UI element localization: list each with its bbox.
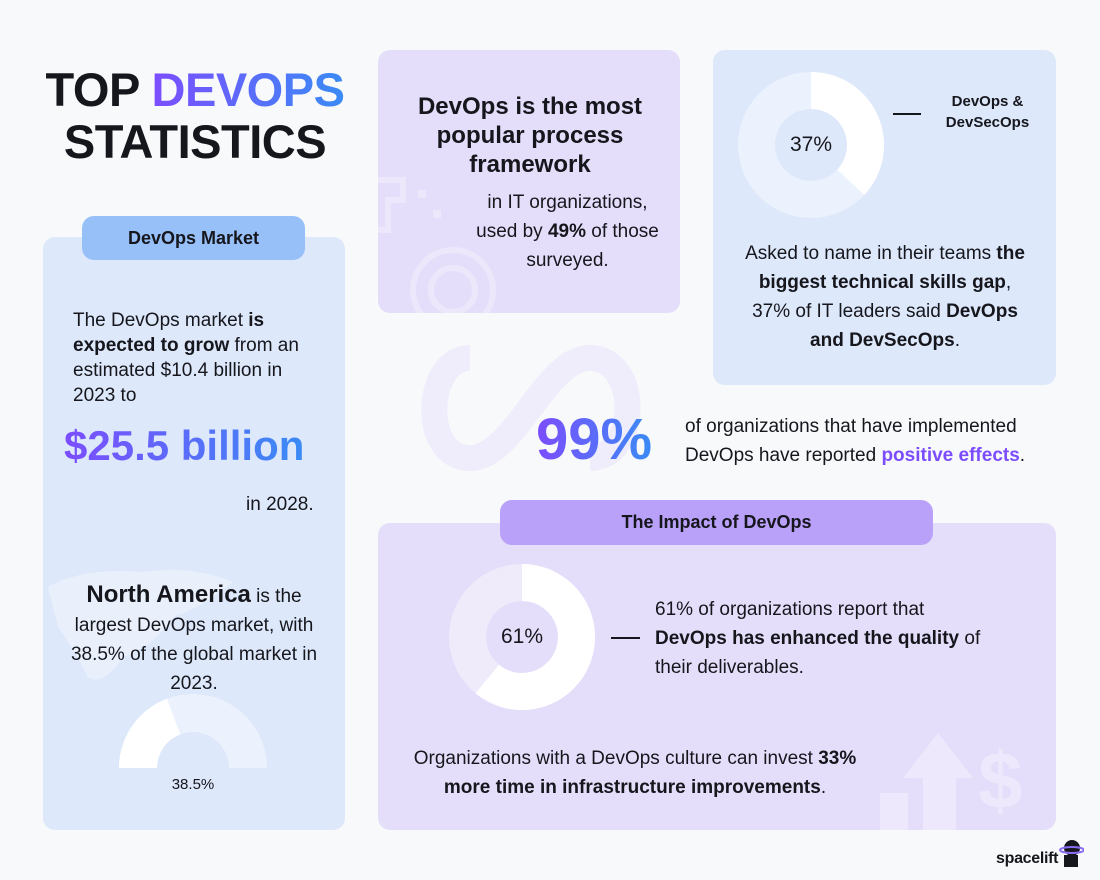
framework-heading: DevOps is the most popular process frame… bbox=[417, 93, 643, 178]
title-top: TOP bbox=[45, 63, 140, 116]
text-bold: DevOps and DevSecOps bbox=[810, 301, 1018, 351]
framework-text: in IT organizations, used by 49% of thos… bbox=[470, 188, 665, 275]
market-big-value: $25.5 billion bbox=[64, 422, 305, 469]
text: . bbox=[1019, 445, 1026, 466]
donut-segment bbox=[475, 564, 595, 710]
text: The DevOps market bbox=[73, 310, 249, 331]
legend-line bbox=[893, 113, 921, 115]
north-america-text: North America is the largest DevOps mark… bbox=[60, 580, 328, 698]
text: Organizations with a DevOps culture can … bbox=[413, 748, 819, 769]
market-growth-text: The DevOps market is expected to grow fr… bbox=[73, 308, 323, 408]
skills-text: Asked to name in their teams the biggest… bbox=[740, 239, 1030, 355]
impact-pill: The Impact of DevOps bbox=[500, 500, 933, 545]
impact-legend-line bbox=[611, 637, 640, 639]
text: 61% of organizations report that bbox=[655, 599, 925, 620]
svg-text:$: $ bbox=[978, 736, 1023, 825]
text-bold: 33% more time in infrastructure improvem… bbox=[443, 748, 857, 798]
quality-text: 61% of organizations report that DevOps … bbox=[655, 595, 995, 682]
text-bold: is expected to grow bbox=[73, 310, 265, 356]
text-bold: DevOps has enhanced the quality bbox=[655, 628, 960, 649]
gear-icon bbox=[378, 177, 496, 313]
market-pill: DevOps Market bbox=[82, 216, 305, 260]
market-share-gauge bbox=[119, 694, 267, 768]
text: of those surveyed. bbox=[526, 221, 659, 271]
skills-donut bbox=[738, 72, 884, 218]
text: from an estimated $10.4 billion in 2023 … bbox=[73, 335, 299, 406]
text: . bbox=[954, 330, 960, 351]
text-bold: 49% bbox=[547, 221, 586, 242]
text: . bbox=[820, 777, 827, 798]
gauge-label: 38.5% bbox=[171, 776, 215, 793]
positive-percent: 99% bbox=[536, 405, 652, 475]
donut-segment bbox=[811, 72, 884, 195]
text: in IT organizations, used by bbox=[476, 192, 648, 242]
gauge-fill bbox=[119, 698, 181, 768]
astronaut-icon bbox=[1059, 840, 1085, 867]
text: is the largest DevOps market, with 38.5%… bbox=[70, 586, 318, 694]
impact-donut-label: 61% bbox=[500, 625, 544, 648]
world-map-watermark bbox=[48, 569, 233, 680]
text: , 37% of IT leaders said bbox=[752, 272, 1012, 322]
text-bold: North America bbox=[86, 581, 251, 608]
title-statistics: STATISTICS bbox=[63, 115, 327, 168]
framework-card bbox=[378, 50, 680, 313]
culture-text: Organizations with a DevOps culture can … bbox=[400, 744, 870, 802]
spacelift-logo: spacelift bbox=[996, 838, 1085, 868]
page-title: TOP DEVOPS STATISTICS bbox=[30, 64, 360, 168]
impact-donut bbox=[449, 564, 595, 710]
market-year: in 2028. bbox=[246, 494, 314, 515]
text: Asked to name in their teams bbox=[745, 243, 997, 264]
skills-donut-label: 37% bbox=[789, 133, 833, 156]
text: of their deliverables. bbox=[655, 628, 981, 678]
growth-dollar-icon: $ bbox=[880, 733, 1023, 830]
text-bold: the biggest technical skills gap bbox=[758, 243, 1025, 293]
skills-legend: DevOps & DevSecOps bbox=[945, 93, 1030, 131]
text: of organizations that have implemented D… bbox=[685, 416, 1017, 466]
infinity-watermark-icon bbox=[421, 344, 641, 472]
positive-text: of organizations that have implemented D… bbox=[685, 412, 1060, 470]
title-devops: DEVOPS bbox=[151, 63, 345, 116]
brand-name: spacelift bbox=[996, 850, 1059, 867]
text-highlight: positive effects bbox=[881, 445, 1020, 466]
